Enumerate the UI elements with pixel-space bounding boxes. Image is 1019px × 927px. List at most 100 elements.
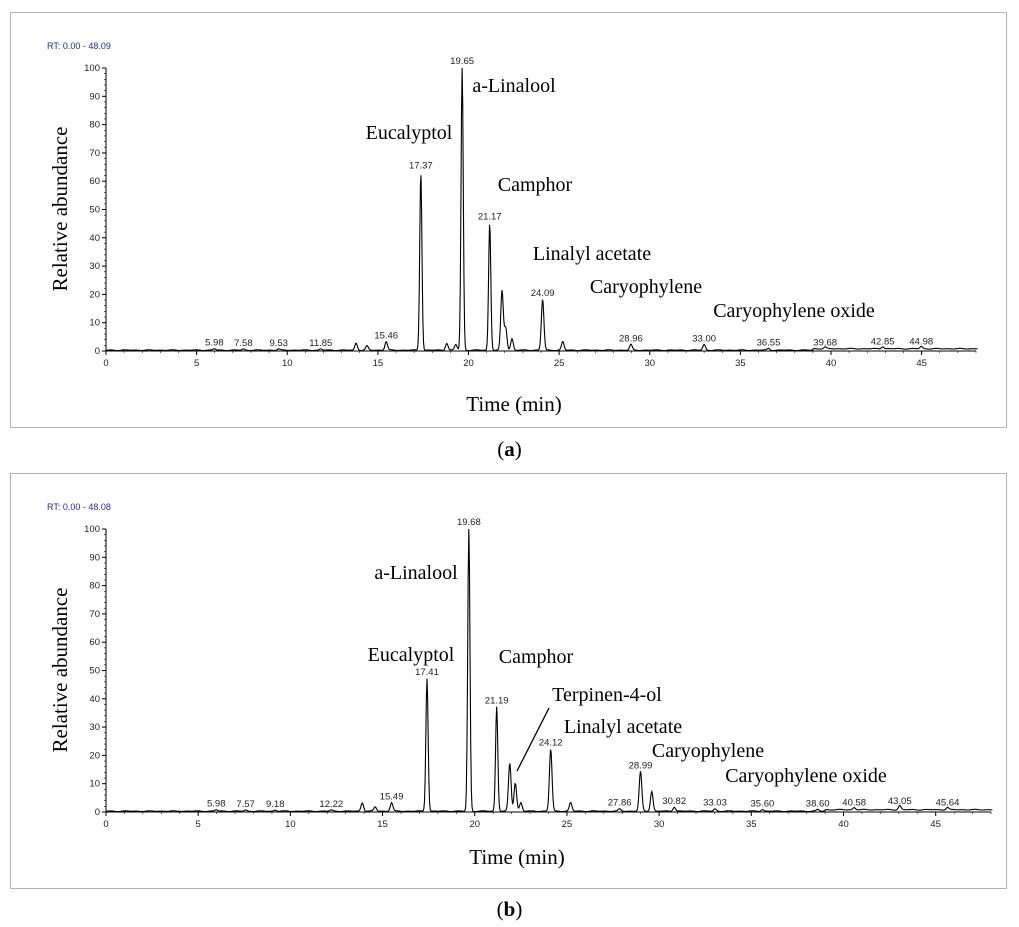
x-tick-label: 35 — [746, 819, 757, 830]
y-tick-label: 40 — [89, 694, 100, 705]
chromatogram-trace — [105, 528, 993, 813]
y-tick-label: 70 — [89, 609, 100, 620]
peak-label: 33.00 — [692, 333, 716, 344]
peak-label: 35.60 — [750, 798, 774, 809]
y-tick-label: 70 — [89, 148, 100, 159]
x-tick-label: 15 — [377, 819, 388, 830]
peak-label: 15.49 — [380, 792, 404, 803]
x-tick-label: 45 — [930, 819, 941, 830]
peak-label: 39.68 — [813, 337, 837, 348]
peak-label: 21.19 — [485, 695, 509, 706]
peak-label: 36.55 — [757, 337, 781, 348]
x-axis-title: Time (min) — [469, 845, 564, 869]
compound-annotation: Caryophylene — [590, 276, 702, 298]
y-tick-label: 100 — [84, 63, 100, 74]
peak-label: 19.65 — [450, 56, 474, 67]
x-tick-label: 15 — [373, 358, 384, 369]
chromatogram-b-svg: RT: 0.00 - 48.08 0 10 20 30 40 50 60 70 80 90 100 0 5… — [47, 502, 993, 869]
compound-annotation: a-Linalool — [472, 75, 556, 97]
peak-label: 19.68 — [457, 517, 481, 528]
y-tick-label: 80 — [89, 581, 100, 592]
x-tick-label: 45 — [916, 358, 927, 369]
compound-annotation: Terpinen-4-ol — [552, 684, 662, 706]
peak-label: 7.58 — [234, 338, 253, 349]
caption-b-label: b — [503, 897, 516, 921]
x-tick-label: 40 — [826, 358, 837, 369]
peak-label: 43.05 — [888, 796, 912, 807]
compound-annotation: Caryophylene oxide — [725, 765, 887, 787]
compound-annotation: Caryophylene — [652, 740, 764, 762]
caption-a-label: a — [504, 437, 515, 461]
peak-label: 24.12 — [539, 738, 563, 749]
rt-range-label: RT: 0.00 - 48.09 — [47, 41, 111, 51]
y-tick-label: 10 — [89, 779, 100, 790]
peak-label: 5.98 — [207, 799, 226, 810]
peak-label: 40.58 — [842, 798, 866, 809]
peak-label: 38.60 — [806, 798, 830, 809]
x-tick-label: 35 — [735, 358, 746, 369]
peak-label: 9.18 — [266, 799, 285, 810]
y-tick-label: 90 — [89, 552, 100, 563]
peak-label: 15.46 — [374, 331, 398, 342]
peak-label: 44.98 — [909, 337, 933, 348]
x-tick-label: 5 — [194, 358, 199, 369]
compound-annotation: Eucalyptol — [368, 644, 455, 666]
x-tick-label: 5 — [196, 819, 201, 830]
compound-annotation: Linalyl acetate — [564, 716, 682, 738]
x-tick-label: 30 — [644, 358, 655, 369]
peak-label: 27.86 — [608, 798, 632, 809]
y-tick-label: 20 — [89, 750, 100, 761]
x-tick-label: 0 — [103, 819, 108, 830]
y-tick-label: 80 — [89, 120, 100, 131]
chromatogram-panel-a: RT: 0.00 - 48.09 0 10 20 30 40 50 60 70 80 90 100 0 5… — [10, 12, 1007, 428]
x-tick-label: 30 — [654, 819, 665, 830]
peak-label: 7.57 — [236, 799, 255, 810]
annotation-leader-line — [516, 707, 550, 772]
x-axis-title: Time (min) — [466, 392, 561, 416]
x-tick-label: 40 — [838, 819, 849, 830]
peak-label: 17.37 — [409, 161, 433, 172]
chromatogram-trace — [105, 67, 978, 352]
y-tick-label: 30 — [89, 722, 100, 733]
y-tick-label: 60 — [89, 176, 100, 187]
chromatogram-panel-b: RT: 0.00 - 48.08 0 10 20 30 40 50 60 70 80 90 100 0 5… — [10, 473, 1007, 889]
chromatogram-a-svg: RT: 0.00 - 48.09 0 10 20 30 40 50 60 70 80 90 100 0 5… — [47, 41, 978, 416]
peak-label: 5.98 — [205, 338, 224, 349]
y-tick-label: 30 — [89, 261, 100, 272]
peak-label: 45.64 — [936, 798, 960, 809]
peak-label: 28.96 — [619, 333, 643, 344]
x-tick-label: 0 — [103, 358, 108, 369]
x-tick-label: 10 — [282, 358, 293, 369]
compound-annotation: Camphor — [499, 646, 574, 668]
peak-label: 9.53 — [269, 338, 288, 349]
y-tick-label: 0 — [95, 346, 100, 357]
y-axis-title: Relative abundance — [48, 587, 72, 752]
y-tick-label: 60 — [89, 637, 100, 648]
x-tick-label: 10 — [285, 819, 296, 830]
peak-label: 17.41 — [415, 667, 439, 678]
y-tick-label: 50 — [89, 205, 100, 216]
y-tick-label: 40 — [89, 233, 100, 244]
peak-label: 42.85 — [871, 337, 895, 348]
x-tick-label: 20 — [469, 819, 480, 830]
compound-annotation: Eucalyptol — [366, 122, 453, 144]
compound-annotation: a-Linalool — [374, 562, 458, 584]
y-tick-label: 0 — [95, 807, 100, 818]
peak-label: 11.85 — [309, 338, 332, 349]
y-axis-title: Relative abundance — [48, 126, 72, 291]
caption-b: (b) — [496, 897, 523, 921]
y-tick-label: 10 — [89, 318, 100, 329]
compound-annotation: Linalyl acetate — [533, 243, 651, 265]
peak-label: 33.03 — [703, 798, 727, 809]
peak-label: 30.82 — [662, 796, 686, 807]
x-tick-label: 25 — [554, 358, 565, 369]
peak-label: 28.99 — [629, 760, 653, 771]
y-tick-label: 100 — [84, 524, 100, 535]
peak-label: 24.09 — [531, 288, 555, 299]
x-tick-label: 20 — [463, 358, 474, 369]
y-tick-label: 90 — [89, 91, 100, 102]
x-tick-label: 25 — [562, 819, 573, 830]
compound-annotation: Camphor — [498, 174, 573, 196]
y-tick-label: 50 — [89, 666, 100, 677]
peak-label: 21.17 — [478, 212, 502, 223]
